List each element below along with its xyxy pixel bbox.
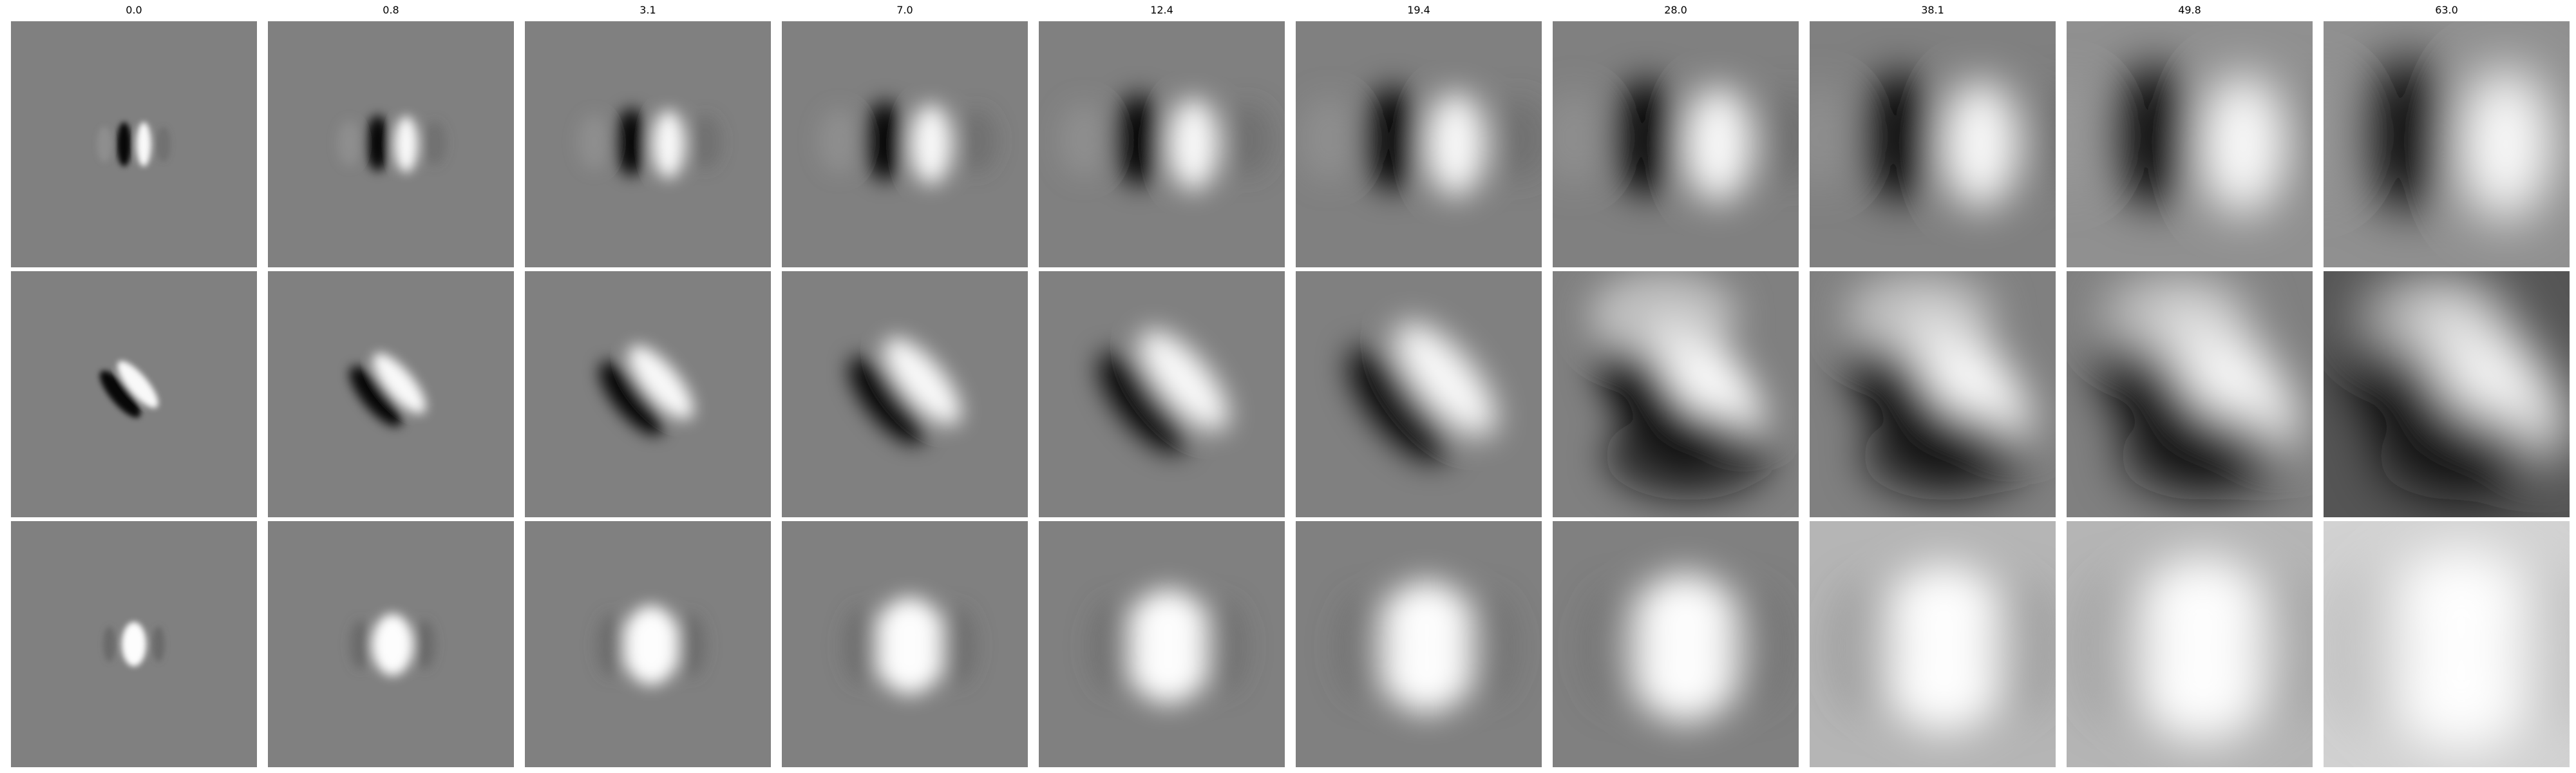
filter-image — [525, 21, 771, 267]
filter-panel — [2324, 521, 2570, 767]
column-title: 63.0 — [2435, 4, 2458, 16]
filter-panel — [1553, 271, 1799, 517]
column-title: 0.8 — [383, 4, 399, 16]
column-title: 12.4 — [1150, 4, 1173, 16]
filter-panel — [525, 21, 771, 267]
filter-panel — [2067, 21, 2313, 267]
filter-image — [525, 521, 771, 767]
filter-image — [11, 271, 257, 517]
filter-image — [1810, 21, 2056, 267]
column-title: 7.0 — [896, 4, 913, 16]
filter-panel — [268, 521, 514, 767]
filter-panel — [1810, 271, 2056, 517]
filter-panel — [525, 521, 771, 767]
filter-image — [525, 271, 771, 517]
filter-image — [1810, 521, 2056, 767]
column-title: 3.1 — [639, 4, 656, 16]
filter-image — [1810, 271, 2056, 517]
filter-image — [1553, 521, 1799, 767]
filter-panel — [1553, 521, 1799, 767]
filter-image — [1039, 21, 1285, 267]
filter-panel — [2324, 271, 2570, 517]
filter-image — [1296, 521, 1542, 767]
filter-panel — [782, 271, 1028, 517]
filter-image — [1296, 21, 1542, 267]
filter-image — [2324, 521, 2570, 767]
filter-panel — [1296, 21, 1542, 267]
filter-image — [2067, 271, 2313, 517]
filter-image — [2324, 21, 2570, 267]
filter-panel — [1296, 271, 1542, 517]
column-title: 0.0 — [126, 4, 142, 16]
filter-image — [1296, 271, 1542, 517]
filter-panel — [1039, 21, 1285, 267]
filter-image — [782, 21, 1028, 267]
filter-panel — [268, 271, 514, 517]
filter-panel — [1296, 521, 1542, 767]
filter-panel — [782, 21, 1028, 267]
filter-panel — [2067, 521, 2313, 767]
filter-image — [1553, 21, 1799, 267]
filter-panel — [2067, 271, 2313, 517]
filter-image — [11, 21, 257, 267]
filter-panel — [1810, 21, 2056, 267]
filter-panel — [1039, 271, 1285, 517]
filter-image — [782, 271, 1028, 517]
filter-image — [268, 271, 514, 517]
filter-panel — [11, 21, 257, 267]
filter-image — [782, 521, 1028, 767]
filter-panel — [1553, 21, 1799, 267]
filter-image — [2067, 521, 2313, 767]
filter-image — [11, 521, 257, 767]
column-title: 19.4 — [1407, 4, 1430, 16]
filter-image — [268, 521, 514, 767]
column-title: 38.1 — [1921, 4, 1944, 16]
filter-panel — [525, 271, 771, 517]
filter-image — [1039, 521, 1285, 767]
filter-image — [2067, 21, 2313, 267]
filter-panel — [1039, 521, 1285, 767]
filter-panel — [782, 521, 1028, 767]
column-title: 49.8 — [2178, 4, 2201, 16]
filter-panel — [11, 271, 257, 517]
filter-image — [2324, 271, 2570, 517]
filter-panel — [1810, 521, 2056, 767]
filter-image — [268, 21, 514, 267]
filter-panel — [2324, 21, 2570, 267]
filter-panel — [268, 21, 514, 267]
filter-image — [1553, 271, 1799, 517]
filter-panel — [11, 521, 257, 767]
filter-image — [1039, 271, 1285, 517]
column-title: 28.0 — [1664, 4, 1687, 16]
